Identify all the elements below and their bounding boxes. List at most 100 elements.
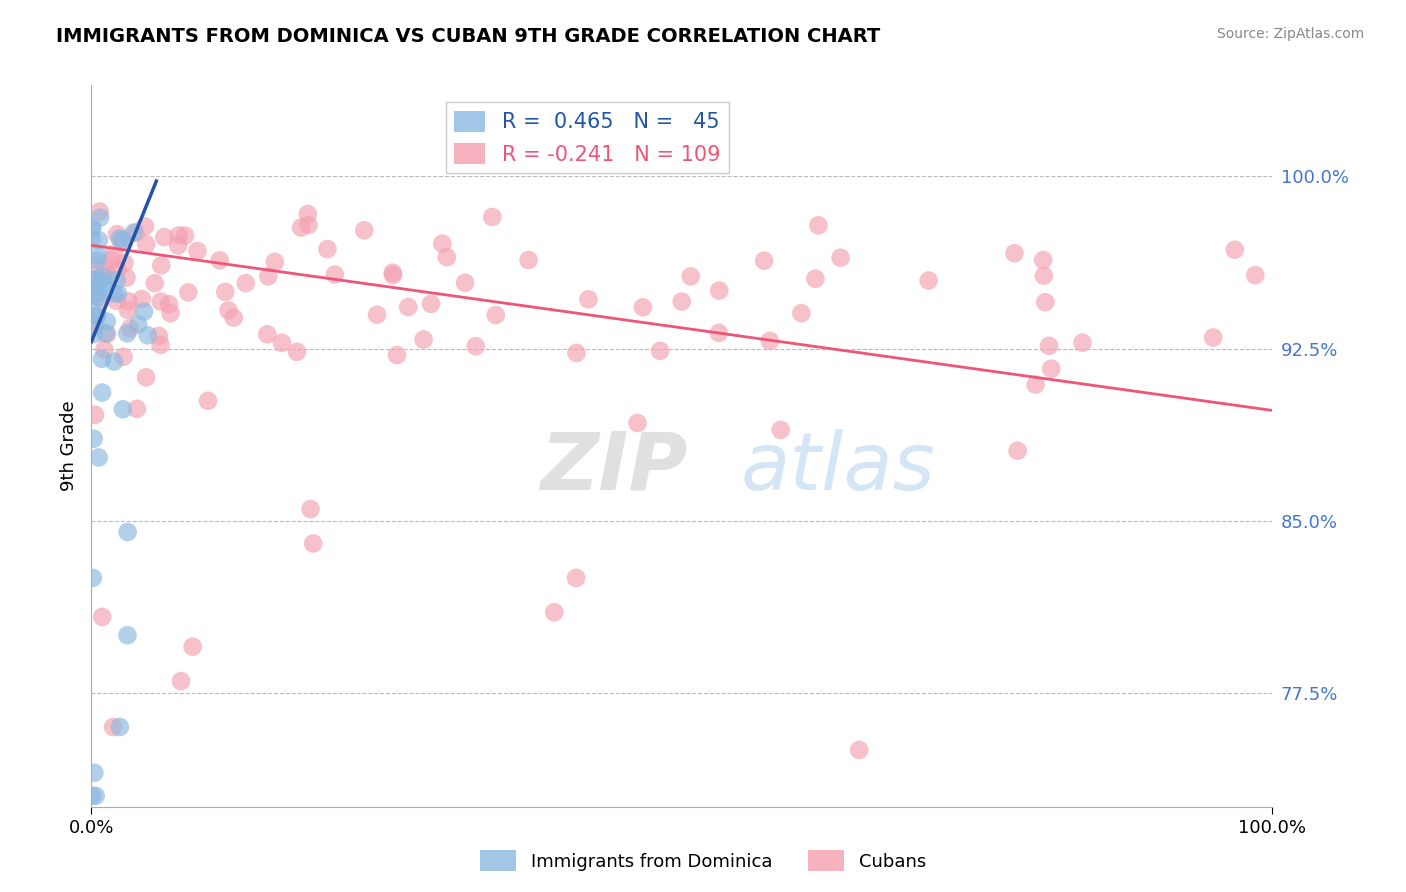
Point bbox=[84, 273, 107, 287]
Point bbox=[149, 338, 172, 352]
Point bbox=[1032, 252, 1054, 267]
Point bbox=[420, 297, 443, 311]
Point bbox=[83, 272, 105, 286]
Point bbox=[111, 233, 134, 247]
Text: Source: ZipAtlas.com: Source: ZipAtlas.com bbox=[1216, 27, 1364, 41]
Point bbox=[87, 278, 110, 293]
Point bbox=[464, 339, 486, 353]
Point bbox=[84, 789, 107, 803]
Point bbox=[170, 674, 193, 689]
Point bbox=[454, 276, 477, 290]
Point bbox=[118, 321, 141, 335]
Point bbox=[385, 348, 408, 362]
Point bbox=[108, 231, 131, 245]
Point bbox=[159, 306, 181, 320]
Point bbox=[917, 273, 939, 287]
Point bbox=[86, 253, 108, 268]
Point bbox=[80, 222, 103, 236]
Point bbox=[125, 401, 148, 416]
Point bbox=[114, 256, 136, 270]
Point bbox=[157, 297, 180, 311]
Legend: R =  0.465   N =   45, R = -0.241   N = 109: R = 0.465 N = 45, R = -0.241 N = 109 bbox=[446, 103, 728, 173]
Point bbox=[235, 276, 257, 290]
Point bbox=[105, 273, 128, 287]
Point bbox=[83, 432, 105, 446]
Point bbox=[143, 276, 166, 290]
Point bbox=[100, 253, 122, 268]
Point bbox=[323, 268, 346, 282]
Point bbox=[177, 285, 200, 300]
Point bbox=[150, 258, 173, 272]
Point bbox=[83, 288, 105, 302]
Point bbox=[127, 318, 149, 332]
Point bbox=[1202, 330, 1225, 344]
Point bbox=[1223, 243, 1246, 257]
Point bbox=[82, 571, 104, 585]
Point bbox=[135, 237, 157, 252]
Point bbox=[87, 286, 110, 301]
Point bbox=[89, 211, 111, 225]
Point bbox=[153, 230, 176, 244]
Point bbox=[565, 571, 588, 585]
Point bbox=[86, 310, 108, 324]
Point bbox=[86, 247, 108, 261]
Point bbox=[197, 393, 219, 408]
Point bbox=[1033, 295, 1056, 310]
Point bbox=[93, 277, 115, 291]
Point bbox=[631, 301, 654, 315]
Point bbox=[257, 269, 280, 284]
Point bbox=[626, 416, 648, 430]
Point bbox=[790, 306, 813, 320]
Y-axis label: 9th Grade: 9th Grade bbox=[59, 401, 77, 491]
Point bbox=[91, 385, 114, 400]
Point bbox=[709, 284, 731, 298]
Point bbox=[299, 502, 322, 516]
Point bbox=[1071, 335, 1094, 350]
Point bbox=[222, 310, 245, 325]
Point bbox=[752, 253, 775, 268]
Point bbox=[436, 250, 458, 264]
Point bbox=[112, 233, 135, 247]
Point bbox=[1007, 443, 1029, 458]
Text: IMMIGRANTS FROM DOMINICA VS CUBAN 9TH GRADE CORRELATION CHART: IMMIGRANTS FROM DOMINICA VS CUBAN 9TH GR… bbox=[56, 27, 880, 45]
Point bbox=[96, 326, 118, 341]
Point bbox=[297, 218, 319, 232]
Point bbox=[84, 309, 107, 323]
Point bbox=[218, 303, 240, 318]
Legend: Immigrants from Dominica, Cubans: Immigrants from Dominica, Cubans bbox=[472, 843, 934, 879]
Point bbox=[648, 343, 671, 358]
Point bbox=[679, 269, 702, 284]
Point bbox=[208, 253, 231, 268]
Point bbox=[97, 268, 120, 283]
Point bbox=[117, 524, 139, 539]
Point bbox=[117, 628, 139, 642]
Point bbox=[149, 294, 172, 309]
Point bbox=[87, 450, 110, 465]
Point bbox=[167, 228, 190, 243]
Point bbox=[707, 326, 730, 340]
Text: ZIP: ZIP bbox=[540, 429, 688, 507]
Point bbox=[167, 238, 190, 252]
Point bbox=[80, 231, 103, 245]
Point bbox=[578, 293, 600, 307]
Point bbox=[82, 789, 104, 803]
Point bbox=[84, 318, 107, 332]
Point bbox=[125, 226, 148, 240]
Point bbox=[830, 251, 852, 265]
Point bbox=[807, 219, 830, 233]
Point bbox=[111, 402, 134, 417]
Point bbox=[82, 221, 104, 235]
Point bbox=[94, 326, 117, 341]
Point bbox=[84, 408, 107, 422]
Point bbox=[117, 303, 139, 318]
Point bbox=[285, 344, 308, 359]
Point bbox=[117, 326, 139, 341]
Point bbox=[485, 308, 508, 322]
Point bbox=[381, 266, 404, 280]
Point bbox=[90, 351, 112, 366]
Point bbox=[136, 328, 159, 343]
Point bbox=[131, 292, 153, 306]
Point bbox=[89, 291, 111, 305]
Point bbox=[132, 304, 155, 318]
Point bbox=[543, 605, 565, 619]
